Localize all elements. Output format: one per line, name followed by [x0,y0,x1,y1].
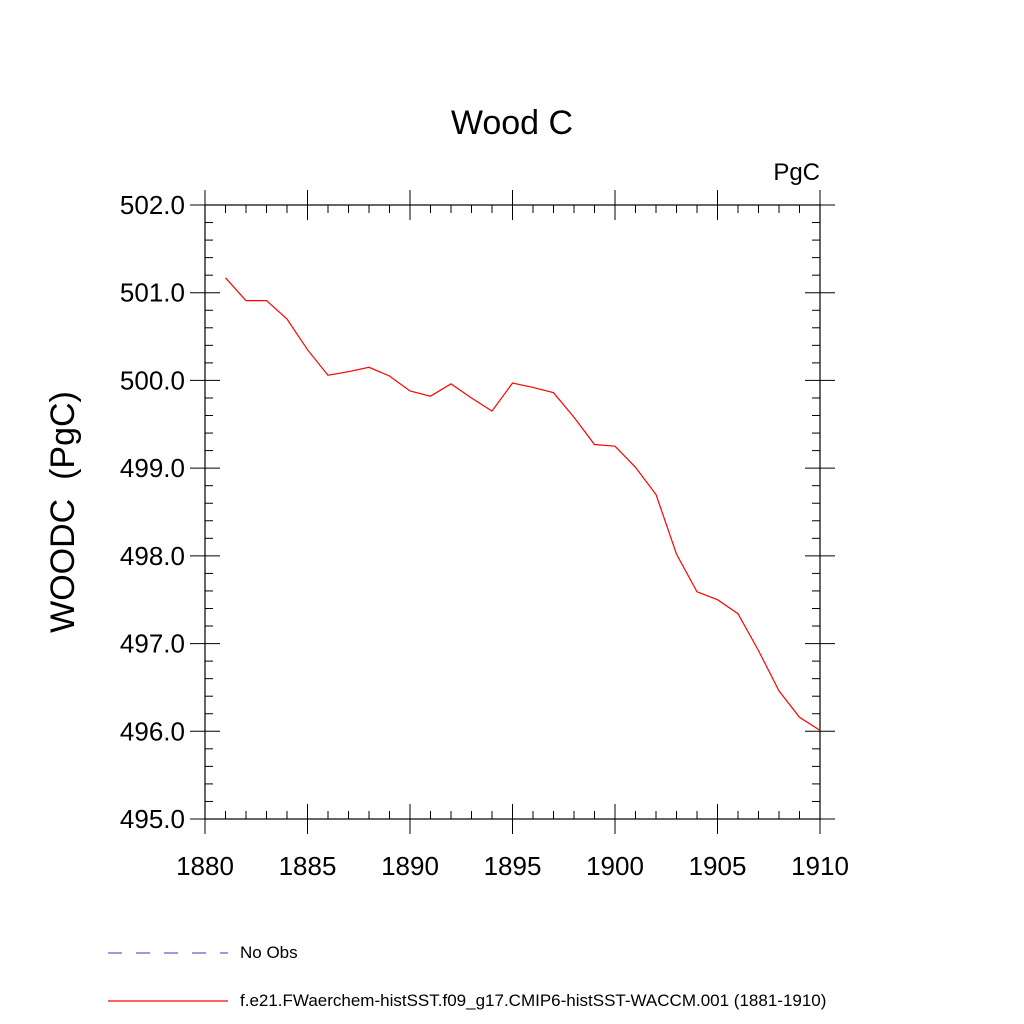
y-tick-label: 496.0 [120,716,185,746]
y-axis-label: WOODC (PgC) [44,391,82,633]
x-tick-label: 1895 [484,851,542,881]
plot-frame [204,204,821,820]
x-tick-label: 1885 [279,851,337,881]
y-tick-label: 497.0 [120,629,185,659]
units-label: PgC [773,159,820,186]
x-tick-label: 1880 [176,851,234,881]
y-tick-label: 500.0 [120,365,185,395]
legend-label-model-run: f.e21.FWaerchem-histSST.f09_g17.CMIP6-hi… [240,991,827,1010]
y-tick-label: 499.0 [120,453,185,483]
axis-tick-labels: 1880 1885 1890 1895 1900 1905 1910 495.0 496.0 49… [120,190,849,881]
axis-ticks [190,190,835,834]
legend-label-no-obs: No Obs [240,943,298,962]
y-tick-label: 502.0 [120,190,185,220]
y-tick-label: 498.0 [120,541,185,571]
series-layer [225,277,821,731]
legend [108,952,228,1002]
y-tick-label: 501.0 [120,278,185,308]
series-line [225,277,821,731]
x-tick-label: 1905 [689,851,747,881]
x-tick-label: 1890 [381,851,439,881]
y-tick-label: 495.0 [120,804,185,834]
chart-title: Wood C [451,104,573,142]
x-tick-label: 1900 [586,851,644,881]
x-tick-label: 1910 [791,851,849,881]
